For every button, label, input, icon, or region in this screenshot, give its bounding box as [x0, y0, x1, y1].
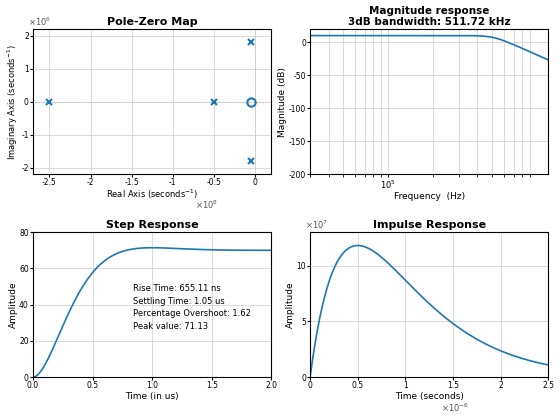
- Y-axis label: Imaginary Axis (seconds$^{-1}$): Imaginary Axis (seconds$^{-1}$): [6, 44, 20, 160]
- Text: $\times10^{-6}$: $\times10^{-6}$: [441, 402, 469, 414]
- Text: $\times10^6$: $\times10^6$: [28, 16, 52, 28]
- X-axis label: Real Axis (seconds$^{-1}$): Real Axis (seconds$^{-1}$): [106, 187, 198, 201]
- Text: $\times10^8$: $\times10^8$: [195, 199, 218, 211]
- Text: $\times10^7$: $\times10^7$: [305, 218, 328, 231]
- Title: Pole-Zero Map: Pole-Zero Map: [107, 17, 198, 27]
- Text: Rise Time: 655.11 ns
Settling Time: 1.05 us
Percentage Overshoot: 1.62
Peak valu: Rise Time: 655.11 ns Settling Time: 1.05…: [133, 284, 251, 331]
- Title: Impulse Response: Impulse Response: [373, 220, 486, 230]
- Y-axis label: Amplitude: Amplitude: [9, 281, 18, 328]
- X-axis label: Time (in us): Time (in us): [125, 391, 179, 401]
- Title: Step Response: Step Response: [106, 220, 198, 230]
- Title: Magnitude response
3dB bandwidth: 511.72 kHz: Magnitude response 3dB bandwidth: 511.72…: [348, 5, 511, 27]
- Y-axis label: Magnitude (dB): Magnitude (dB): [278, 67, 287, 137]
- X-axis label: Frequency  (Hz): Frequency (Hz): [394, 192, 465, 201]
- X-axis label: Time (seconds): Time (seconds): [395, 391, 464, 401]
- Y-axis label: Amplitude: Amplitude: [286, 281, 295, 328]
